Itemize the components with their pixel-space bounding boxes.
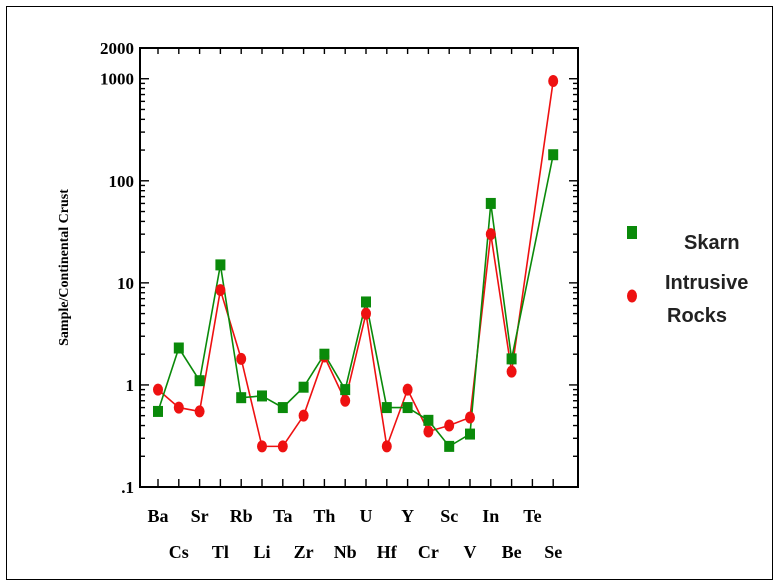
- y-tick-label: 10: [117, 274, 134, 293]
- data-point-intrusive-rocks: [173, 401, 184, 414]
- legend-marker-intrusive-rocks: [627, 289, 637, 303]
- data-point-intrusive-rocks: [423, 425, 434, 438]
- data-point-intrusive-rocks: [153, 383, 163, 396]
- data-point-skarn: [194, 375, 205, 387]
- data-point-intrusive-rocks: [506, 365, 517, 378]
- data-point-skarn: [215, 259, 226, 271]
- y-tick-label: 100: [109, 172, 135, 191]
- data-point-intrusive-rocks: [485, 228, 496, 241]
- data-point-skarn: [153, 405, 163, 417]
- legend-label-intrusive-line1: Intrusive: [665, 272, 748, 294]
- data-point-skarn: [340, 384, 351, 396]
- data-point-skarn: [506, 353, 517, 365]
- data-point-intrusive-rocks: [465, 411, 475, 424]
- data-point-intrusive-rocks: [298, 409, 309, 422]
- x-category-label: Hf: [377, 542, 398, 562]
- data-point-skarn: [381, 402, 392, 414]
- x-category-label: Rb: [230, 506, 253, 526]
- data-point-intrusive-rocks: [381, 440, 392, 453]
- plot-border: [139, 47, 579, 488]
- data-point-intrusive-rocks: [548, 74, 559, 87]
- x-category-label: Tl: [212, 542, 229, 562]
- x-category-label: Cs: [169, 542, 189, 562]
- x-category-label: Te: [523, 506, 541, 526]
- y-tick-label: 2000: [100, 39, 134, 58]
- legend-label-skarn: Skarn: [684, 232, 740, 254]
- data-point-skarn: [173, 342, 184, 354]
- data-point-skarn: [277, 402, 288, 414]
- data-point-intrusive-rocks: [402, 383, 413, 396]
- data-point-skarn: [548, 149, 559, 161]
- legend-label-intrusive-line2: Rocks: [667, 305, 727, 327]
- y-tick-label: 1: [126, 376, 135, 395]
- data-point-skarn: [257, 390, 267, 402]
- data-point-skarn: [465, 428, 475, 440]
- x-category-label: Y: [401, 506, 414, 526]
- data-point-skarn: [236, 392, 247, 404]
- legend-marker-skarn: [627, 226, 637, 239]
- data-point-intrusive-rocks: [361, 307, 371, 320]
- x-category-label: U: [360, 506, 373, 526]
- x-category-label: Th: [313, 506, 335, 526]
- x-category-label: Sc: [440, 506, 458, 526]
- y-tick-label: .1: [121, 478, 134, 497]
- data-point-intrusive-rocks: [194, 405, 205, 418]
- x-category-label: In: [482, 506, 499, 526]
- x-category-label: Sr: [191, 506, 209, 526]
- data-point-skarn: [361, 296, 371, 308]
- data-point-intrusive-rocks: [277, 440, 288, 453]
- x-category-label: Ba: [147, 506, 168, 526]
- y-axis-label: Sample/Continental Crust: [57, 189, 72, 346]
- x-category-label: Ta: [273, 506, 292, 526]
- x-category-label: Zr: [294, 542, 314, 562]
- data-point-skarn: [298, 381, 309, 393]
- plot-area: .1 1 10 100 1000 2000 Sample/Continental Crust…: [57, 39, 579, 562]
- legend: Skarn Intrusive Rocks: [627, 226, 748, 327]
- x-category-label: Se: [544, 542, 562, 562]
- data-point-intrusive-rocks: [257, 440, 267, 453]
- x-category-label: V: [464, 542, 477, 562]
- x-category-label: Be: [502, 542, 522, 562]
- x-category-label: Cr: [418, 542, 439, 562]
- data-point-skarn: [402, 402, 413, 414]
- x-category-label: Nb: [334, 542, 357, 562]
- y-tick-label: 1000: [100, 70, 134, 89]
- data-point-skarn: [444, 440, 455, 452]
- data-point-skarn: [485, 197, 496, 209]
- data-point-skarn: [319, 348, 330, 360]
- data-point-intrusive-rocks: [215, 284, 226, 297]
- chart-frame: [6, 6, 773, 580]
- data-point-intrusive-rocks: [340, 394, 351, 407]
- x-category-label: Li: [253, 542, 270, 562]
- data-point-intrusive-rocks: [444, 419, 455, 432]
- data-point-skarn: [423, 414, 434, 426]
- data-point-intrusive-rocks: [236, 352, 247, 365]
